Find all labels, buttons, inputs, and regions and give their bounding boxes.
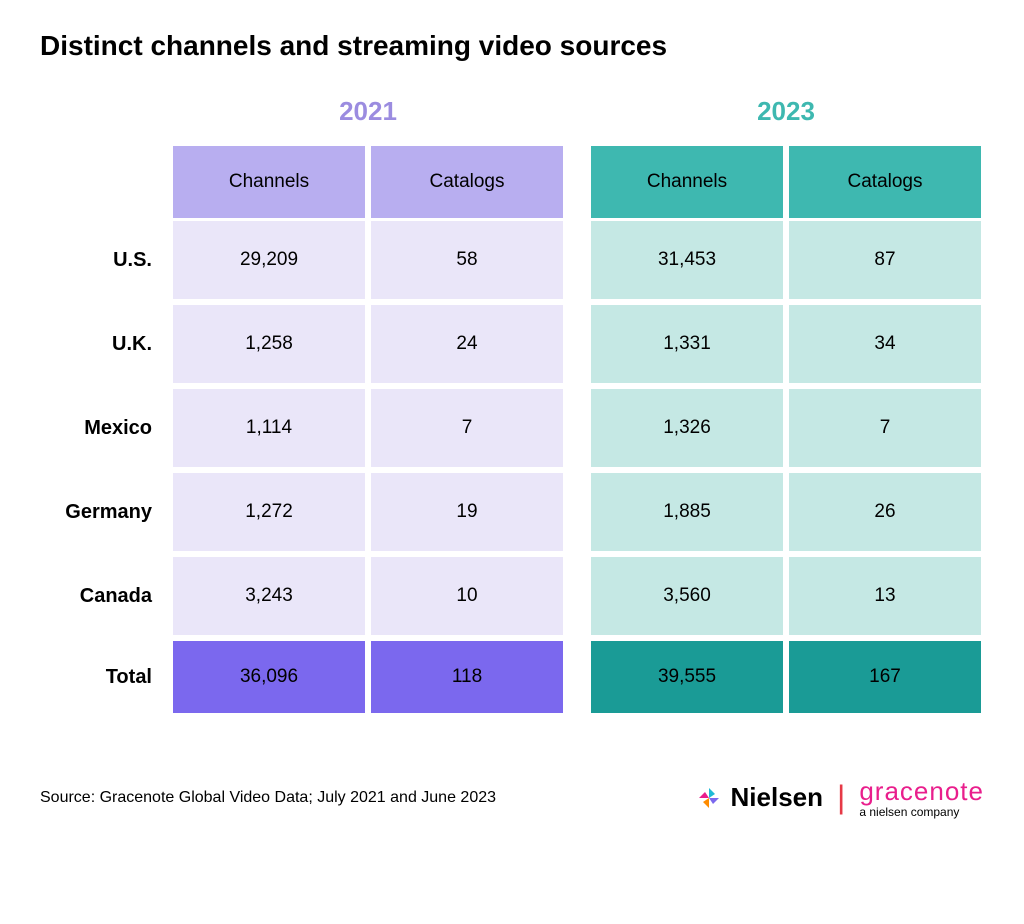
source-text: Source: Gracenote Global Video Data; Jul… <box>40 789 496 807</box>
total-cell: 167 <box>789 641 981 713</box>
nielsen-logo: Nielsen <box>695 782 824 813</box>
column-header: Channels <box>173 146 365 218</box>
year-heading: 2023 <box>588 92 984 146</box>
data-cell: 1,885 <box>591 473 783 551</box>
gracenote-logo: gracenote a nielsen company <box>859 776 984 819</box>
data-cell: 26 <box>789 473 981 551</box>
data-cell: 31,453 <box>591 221 783 299</box>
data-cell: 7 <box>789 389 981 467</box>
row-label: U.K. <box>40 302 170 386</box>
data-cell: 1,258 <box>173 305 365 383</box>
data-cell: 58 <box>371 221 563 299</box>
data-cell: 7 <box>371 389 563 467</box>
nielsen-mark-icon <box>695 784 723 812</box>
column-header: Catalogs <box>371 146 563 218</box>
data-cell: 3,243 <box>173 557 365 635</box>
data-cell: 1,326 <box>591 389 783 467</box>
row-label-total: Total <box>40 638 170 716</box>
gracenote-subtitle: a nielsen company <box>859 805 959 819</box>
year-block-2023: 2023 Channels Catalogs 31,45387 1,33134 … <box>588 92 984 716</box>
year-block-2021: 2021 Channels Catalogs 29,20958 1,25824 … <box>170 92 566 716</box>
comparison-table: U.S. U.K. Mexico Germany Canada Total 20… <box>40 92 984 716</box>
nielsen-text: Nielsen <box>731 782 824 813</box>
row-labels-column: U.S. U.K. Mexico Germany Canada Total <box>40 92 170 716</box>
logo-divider: | <box>837 779 845 816</box>
data-cell: 10 <box>371 557 563 635</box>
logos: Nielsen | gracenote a nielsen company <box>695 776 984 819</box>
total-cell: 36,096 <box>173 641 365 713</box>
data-cell: 19 <box>371 473 563 551</box>
row-label: U.S. <box>40 218 170 302</box>
column-header: Catalogs <box>789 146 981 218</box>
data-cell: 34 <box>789 305 981 383</box>
data-cell: 3,560 <box>591 557 783 635</box>
data-cell: 13 <box>789 557 981 635</box>
year-heading: 2021 <box>170 92 566 146</box>
page-title: Distinct channels and streaming video so… <box>40 30 984 62</box>
footer: Source: Gracenote Global Video Data; Jul… <box>40 776 984 819</box>
row-label: Canada <box>40 554 170 638</box>
data-cell: 29,209 <box>173 221 365 299</box>
row-label: Mexico <box>40 386 170 470</box>
gracenote-text: gracenote <box>859 776 984 807</box>
data-cell: 24 <box>371 305 563 383</box>
data-cell: 1,272 <box>173 473 365 551</box>
data-cell: 1,331 <box>591 305 783 383</box>
total-cell: 118 <box>371 641 563 713</box>
data-cell: 1,114 <box>173 389 365 467</box>
total-cell: 39,555 <box>591 641 783 713</box>
column-header: Channels <box>591 146 783 218</box>
data-cell: 87 <box>789 221 981 299</box>
row-label: Germany <box>40 470 170 554</box>
